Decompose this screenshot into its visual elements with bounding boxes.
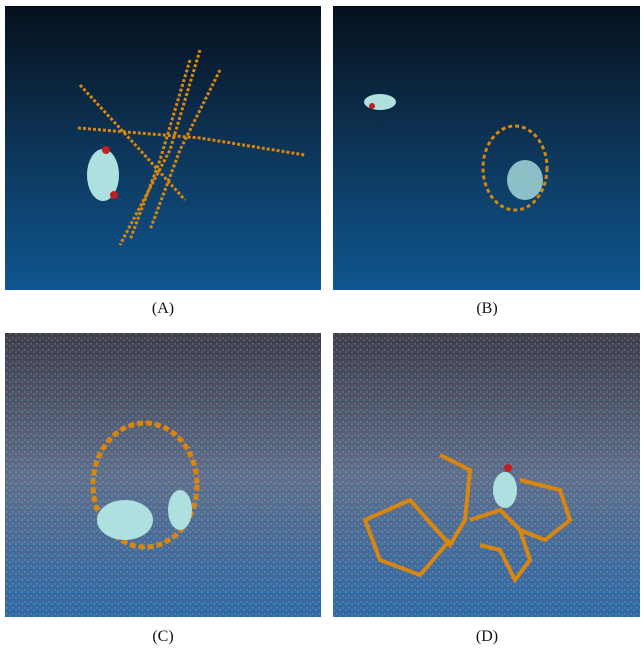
figure: (A) (B) (C) (D) [0, 0, 641, 651]
panel-b: (B) [333, 6, 640, 317]
panel-c: (C) [5, 333, 321, 645]
panel-d: (D) [333, 333, 640, 645]
panel-a: (A) [5, 6, 321, 317]
molecule [507, 160, 543, 200]
panel-label: (B) [476, 300, 497, 317]
panel-label: (A) [152, 300, 174, 317]
molecule [364, 94, 396, 110]
water [5, 333, 321, 617]
water [333, 333, 640, 617]
panel-label: (D) [476, 628, 498, 645]
panel-label: (C) [152, 628, 173, 645]
